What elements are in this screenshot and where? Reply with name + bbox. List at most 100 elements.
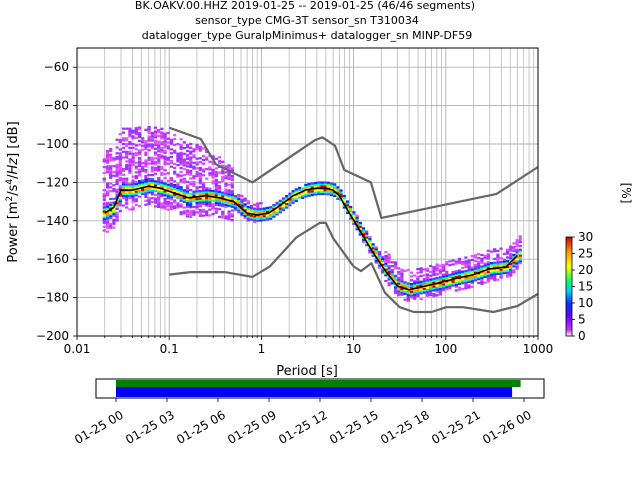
psd-cell	[317, 181, 321, 184]
psd-cell	[230, 213, 234, 216]
psd-cell	[169, 159, 174, 163]
psd-cell	[198, 193, 202, 196]
psd-cell	[445, 282, 449, 285]
psd-cell	[441, 285, 446, 288]
psd-cell	[198, 172, 202, 175]
psd-cell	[461, 270, 465, 273]
psd-cell	[150, 189, 154, 192]
psd-cell	[121, 191, 126, 194]
psd-cell	[109, 205, 113, 208]
psd-cell	[137, 170, 142, 173]
psd-cell	[256, 202, 260, 205]
psd-cell	[102, 160, 106, 163]
psd-cell	[240, 202, 244, 205]
psd-cell	[448, 264, 452, 267]
psd-cell	[211, 168, 215, 171]
psd-cell	[486, 265, 490, 268]
psd-cell	[169, 186, 174, 189]
psd-cell	[176, 206, 180, 209]
psd-cell	[384, 274, 388, 277]
psd-cell	[400, 270, 404, 273]
psd-cell	[505, 273, 510, 276]
psd-cell	[144, 182, 148, 185]
psd-cell	[121, 173, 126, 176]
psd-cell	[409, 271, 414, 274]
psd-cell	[499, 264, 503, 267]
psd-cell	[371, 243, 375, 246]
psd-cell	[288, 204, 292, 207]
psd-cell	[137, 174, 142, 177]
psd-cell	[157, 146, 161, 149]
psd-cell	[390, 270, 394, 273]
psd-cell	[441, 267, 446, 270]
psd-cell	[262, 207, 266, 210]
psd-cell	[160, 137, 164, 140]
psd-cell	[105, 167, 110, 170]
psd-cell	[125, 187, 129, 190]
psd-cell	[189, 189, 193, 192]
psd-cell	[432, 281, 436, 284]
psd-cell	[256, 208, 260, 211]
psd-cell	[464, 256, 468, 259]
psd-cell	[345, 202, 350, 205]
psd-cell	[438, 272, 442, 275]
psd-cell	[221, 172, 225, 175]
psd-cell	[185, 155, 190, 158]
psd-cell	[131, 187, 135, 190]
psd-cell	[240, 204, 244, 207]
psd-cell	[278, 207, 282, 210]
psd-cell	[112, 218, 116, 221]
psd-cell	[256, 215, 260, 218]
psd-cell	[467, 271, 471, 274]
psd-cell	[192, 148, 196, 151]
psd-cell	[205, 214, 209, 217]
psd-cell	[467, 273, 471, 276]
psd-cell	[150, 183, 154, 186]
psd-cell	[342, 194, 346, 198]
psd-cell	[480, 276, 484, 280]
psd-cell	[419, 274, 423, 278]
psd-cell	[515, 258, 519, 261]
psd-cell	[198, 201, 202, 204]
psd-cell	[326, 191, 330, 194]
psd-cell	[496, 259, 500, 262]
psd-cell	[144, 170, 148, 174]
psd-cell	[464, 279, 468, 282]
x-tick-label: 1000	[523, 342, 554, 356]
psd-cell	[441, 279, 446, 282]
psd-cell	[355, 214, 359, 217]
psd-cell	[387, 268, 391, 271]
psd-cell	[403, 289, 407, 292]
psd-cell	[429, 265, 433, 268]
psd-cell	[147, 181, 151, 184]
psd-cell	[240, 214, 244, 217]
psd-cell	[169, 177, 174, 180]
psd-cell	[205, 210, 209, 213]
psd-cell	[329, 184, 334, 187]
psd-cell	[189, 210, 193, 213]
psd-cell	[147, 158, 151, 161]
psd-cell	[224, 203, 228, 206]
psd-cell	[285, 202, 289, 205]
psd-cell	[208, 193, 212, 196]
psd-cell	[137, 143, 142, 146]
psd-cell	[246, 206, 250, 209]
psd-cell	[377, 262, 382, 265]
psd-cell	[189, 204, 193, 207]
psd-cell	[182, 191, 186, 194]
psd-cell	[445, 288, 449, 291]
psd-cell	[310, 184, 314, 187]
psd-cell	[496, 255, 500, 258]
psd-cell	[147, 187, 151, 190]
psd-cell	[230, 194, 234, 197]
psd-cell	[121, 187, 126, 190]
psd-cell	[141, 141, 145, 144]
psd-cell	[397, 280, 401, 283]
psd-cell	[349, 209, 353, 212]
psd-cell	[400, 272, 404, 275]
psd-cell	[387, 270, 391, 273]
psd-cell	[317, 191, 321, 194]
psd-cell	[125, 179, 129, 182]
psd-cell	[176, 189, 180, 192]
psd-cell	[361, 238, 366, 241]
